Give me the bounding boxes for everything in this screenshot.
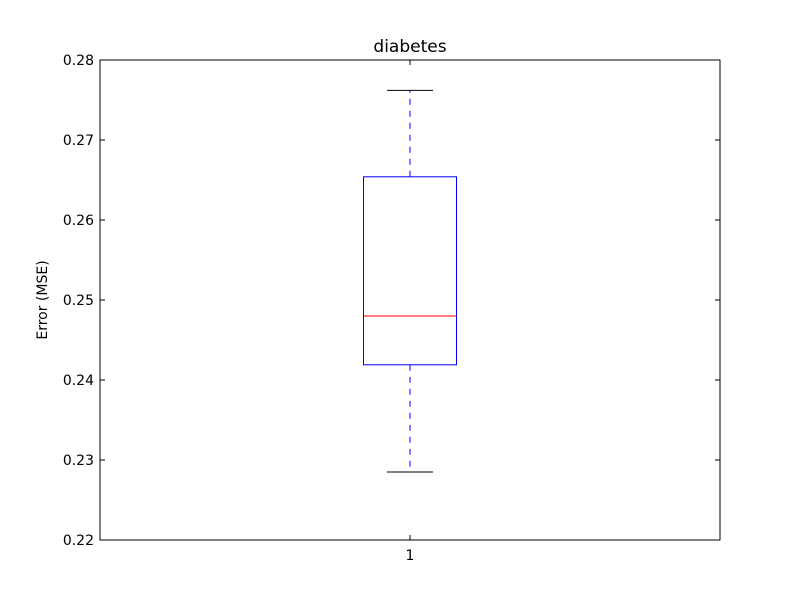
y-tick-label: 0.24 bbox=[63, 373, 94, 389]
axis-ticks: 0.22 0.23 0.24 0.25 0.26 0.27 0.28 1 bbox=[63, 53, 720, 564]
interquartile-box bbox=[363, 176, 457, 366]
y-tick-label: 0.22 bbox=[63, 533, 94, 549]
plot-frame bbox=[99, 59, 721, 541]
y-tick-label: 0.26 bbox=[63, 213, 94, 229]
x-tick-label: 1 bbox=[406, 548, 415, 564]
y-axis-label: Error (MSE) bbox=[35, 260, 51, 339]
y-tick-label: 0.27 bbox=[63, 133, 94, 149]
y-tick-label: 0.23 bbox=[63, 453, 94, 469]
chart-title: diabetes bbox=[373, 37, 446, 57]
y-tick-label: 0.28 bbox=[63, 53, 94, 69]
box-elements bbox=[363, 89, 457, 473]
y-tick-label: 0.25 bbox=[63, 293, 94, 309]
